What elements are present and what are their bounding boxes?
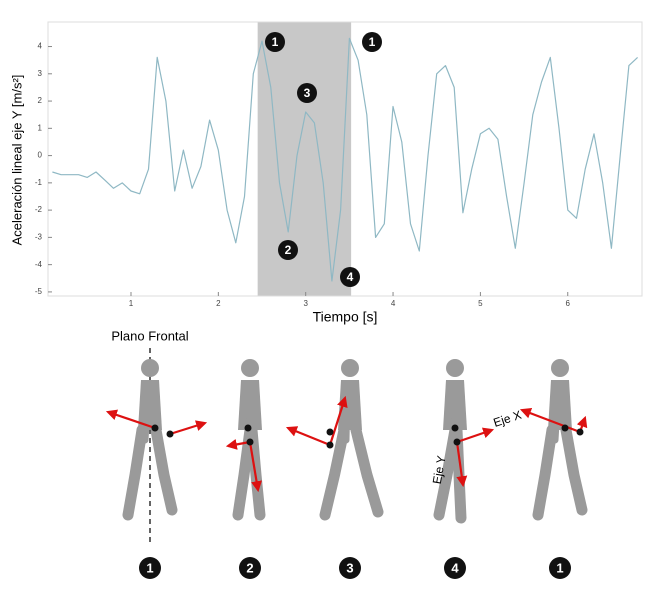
figure-leg (538, 430, 552, 515)
step-label: 1 (556, 560, 563, 575)
y-tick-label: -4 (35, 260, 43, 269)
figure-head (241, 359, 259, 377)
sensor-dot (327, 442, 334, 449)
axis-arrow (288, 428, 330, 445)
y-tick-label: -2 (35, 205, 43, 214)
figure-leg (128, 430, 142, 515)
x-tick-label: 6 (566, 299, 571, 308)
annotation-label: 4 (347, 270, 354, 284)
annotation-label: 1 (272, 35, 279, 49)
figure-head (341, 359, 359, 377)
highlight-band (258, 22, 351, 296)
walking-figure (228, 359, 262, 515)
figure-head (551, 359, 569, 377)
figure-leg (156, 430, 172, 510)
y-tick-label: 1 (38, 123, 43, 132)
figure-leg (566, 430, 582, 510)
plane-label: Plano Frontal (111, 328, 188, 343)
sensor-dot (167, 431, 174, 438)
annotation-label: 2 (285, 243, 292, 257)
walking-figure (288, 359, 378, 515)
sensor-dot (562, 425, 569, 432)
step-label: 2 (246, 560, 253, 575)
walking-figure (439, 359, 492, 518)
axis-x-label: Eje X (492, 408, 524, 430)
figure-head (446, 359, 464, 377)
x-tick-label: 3 (303, 299, 308, 308)
x-tick-label: 5 (478, 299, 483, 308)
x-axis-label: Tiempo [s] (313, 309, 378, 325)
sensor-dot (247, 439, 254, 446)
annotation-label: 1 (369, 35, 376, 49)
y-tick-label: -1 (35, 178, 43, 187)
sensor-dot (245, 425, 252, 432)
sensor-dot (452, 425, 459, 432)
step-label: 3 (346, 560, 353, 575)
walking-figure (522, 359, 585, 515)
axis-arrow (170, 423, 205, 434)
sensor-dot (152, 425, 159, 432)
step-label: 1 (146, 560, 153, 575)
y-tick-label: 0 (38, 151, 43, 160)
sensor-dot (327, 429, 334, 436)
y-axis-label: Aceleración lineal eje Y [m/s²] (9, 75, 24, 246)
y-tick-label: -5 (35, 287, 43, 296)
figure-leg (356, 430, 378, 512)
y-tick-label: 4 (38, 42, 43, 51)
walking-figure (108, 359, 205, 515)
sensor-dot (577, 429, 584, 436)
figure-head (141, 359, 159, 377)
annotation-label: 3 (304, 86, 311, 100)
x-tick-label: 2 (216, 299, 221, 308)
y-tick-label: 2 (38, 96, 43, 105)
x-tick-label: 1 (129, 299, 134, 308)
y-tick-label: 3 (38, 69, 43, 78)
sensor-dot (454, 439, 461, 446)
step-label: 4 (451, 560, 459, 575)
y-tick-label: -3 (35, 232, 43, 241)
x-tick-label: 4 (391, 299, 396, 308)
